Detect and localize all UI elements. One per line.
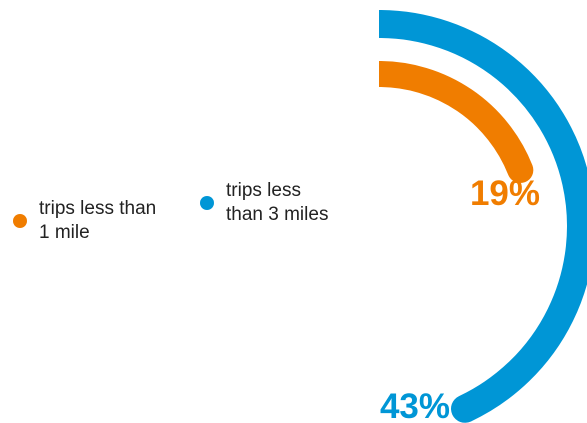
arc-start-mask-1	[351, 0, 379, 52]
legend-item-under-3-miles: trips less than 3 miles	[200, 179, 336, 227]
legend-label-under-1-mile: trips less than 1 mile	[39, 198, 157, 243]
legend-label-under-3-miles: trips less than 3 miles	[226, 180, 329, 225]
arc-series-1	[365, 10, 587, 423]
legend-dot-under-1-mile-icon	[13, 214, 27, 228]
data-label-series-0: 19%	[470, 174, 540, 213]
arcs-layer	[351, 0, 587, 423]
arc-series-0	[366, 61, 534, 184]
data-label-series-1: 43%	[380, 387, 450, 423]
legend-dot-under-3-miles-icon	[200, 196, 214, 210]
arc-start-mask-0	[353, 48, 379, 100]
legend-item-under-1-mile: trips less than 1 mile	[13, 197, 169, 245]
labels-layer: 19% 43%	[380, 174, 540, 423]
